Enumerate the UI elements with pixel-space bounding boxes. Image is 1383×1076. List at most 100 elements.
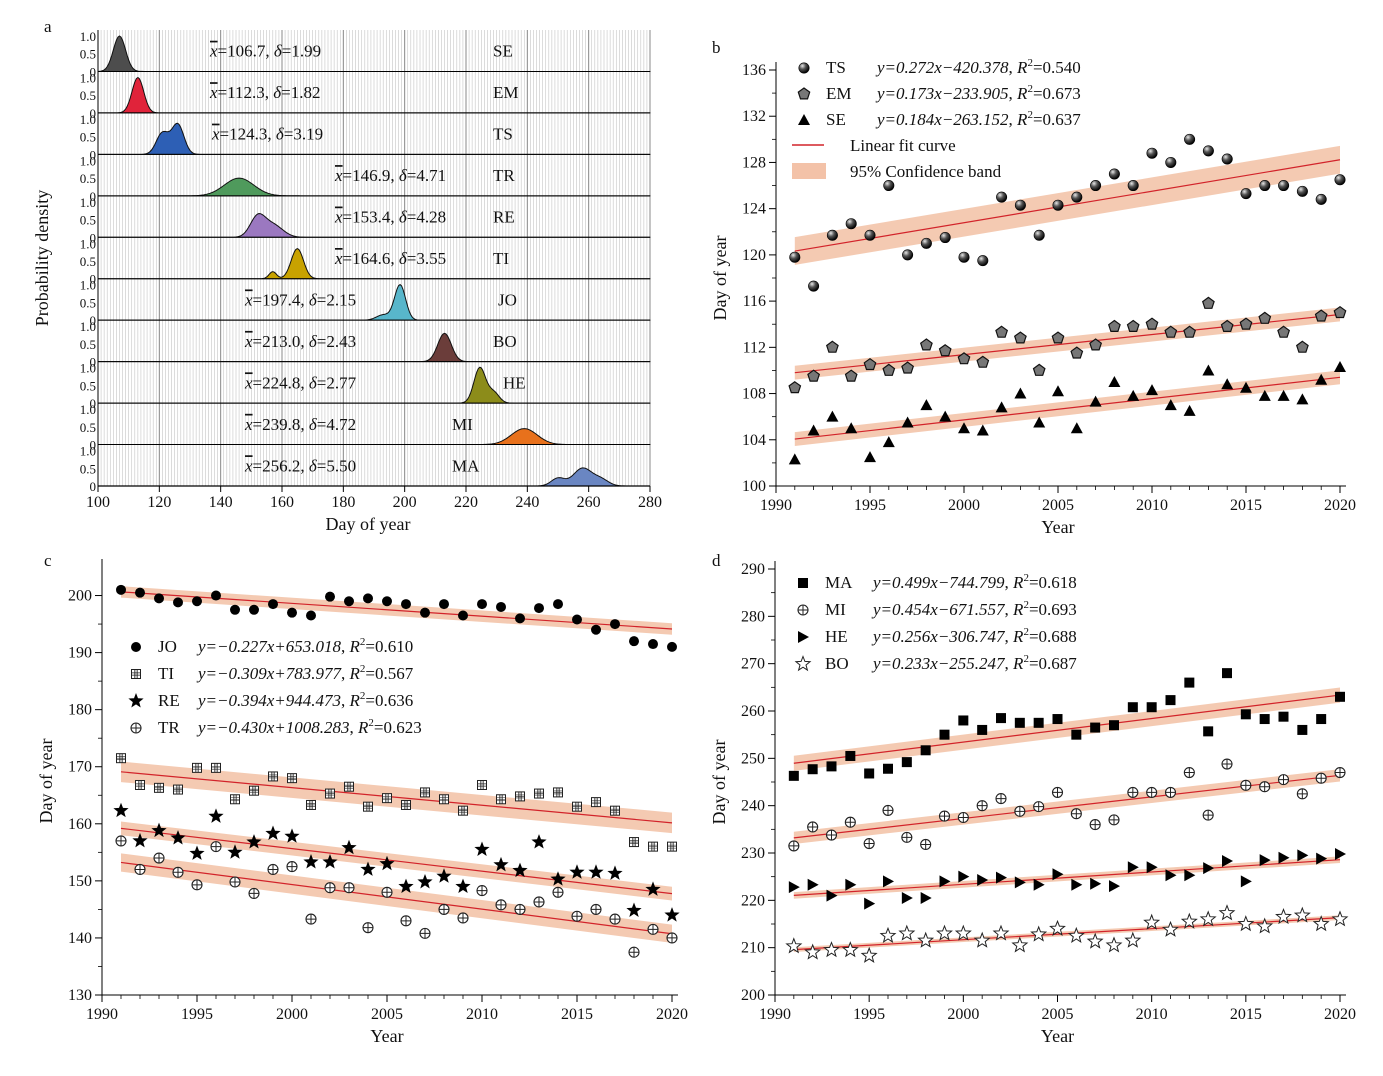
legend-equation-MI: y=0.454x−671.557, R2=0.693 [871, 599, 1077, 619]
point-EM [1333, 305, 1347, 319]
point-BO [1256, 917, 1274, 934]
point-RE [227, 844, 243, 859]
point-SE [1164, 399, 1177, 411]
sd-symbol: δ [399, 166, 408, 185]
sd-symbol: δ [309, 373, 318, 392]
point-JO [572, 614, 582, 625]
point-EM [1314, 309, 1328, 322]
point-JO [515, 613, 525, 624]
point-RE [512, 862, 528, 878]
panel-a: a1.00.50x=106.7, δ=1.99 SE1.00.50x=112.3,… [32, 17, 662, 534]
point-SE [939, 410, 952, 422]
y-tick-label: 200 [68, 588, 92, 605]
point-SE [995, 401, 1008, 413]
point-TS [939, 232, 951, 244]
point-RE [303, 854, 319, 869]
mean-value: =106.7, [218, 42, 274, 61]
point-JO [230, 604, 240, 615]
sd-value: =5.50 [317, 456, 356, 475]
row-y-tick-label: 1.0 [80, 278, 96, 293]
x-tick-label: 1995 [181, 1006, 213, 1023]
point-MI [1315, 772, 1327, 784]
point-MA [1259, 714, 1270, 725]
point-HE [1109, 880, 1120, 893]
x-tick-label: 280 [638, 494, 662, 511]
series-label-TS: TS [493, 125, 513, 144]
equation-text: y=0.272x−420.378 [875, 58, 1009, 77]
series-label-HE: HE [503, 373, 526, 392]
mean-symbol: x [334, 208, 343, 227]
point-RE [455, 878, 471, 893]
stats-BO: x=213.0, δ=2.43 [244, 332, 356, 351]
row-y-tick-label: 1.0 [80, 236, 96, 251]
point-SE [788, 453, 801, 465]
r2-value: =0.618 [1029, 573, 1077, 592]
x-tick-label: 1990 [760, 497, 792, 514]
point-EM [901, 361, 915, 374]
sd-value: =1.99 [282, 42, 321, 61]
point-TS [958, 251, 970, 263]
r2-value: =0.688 [1029, 627, 1077, 646]
r2-sup: 2 [1023, 599, 1029, 611]
point-MI [1183, 766, 1195, 779]
point-MA [1316, 714, 1327, 725]
legend-equation-MA: y=0.499x−744.799, R2=0.618 [871, 572, 1077, 592]
point-RE [113, 802, 129, 818]
equation-sep: , [341, 691, 350, 710]
row-y-tick-label: 1.0 [80, 402, 96, 417]
point-TS [883, 180, 895, 192]
point-HE [920, 891, 932, 904]
row-y-tick-label: 0 [90, 106, 97, 121]
row-y-tick-label: 0 [90, 313, 97, 328]
point-TR [495, 899, 507, 911]
point-TI [534, 788, 544, 799]
mean-symbol: x [209, 42, 218, 61]
series-label-BO: BO [493, 332, 517, 351]
legend-marker-MA [798, 578, 808, 588]
point-MA [1278, 711, 1289, 722]
r2-value: =0.567 [365, 664, 413, 683]
y-axis-label: Probability density [32, 190, 52, 327]
point-MI [1240, 779, 1252, 791]
point-TI [268, 771, 278, 782]
legend-equation-RE: y=−0.394x+944.473, R2=0.636 [196, 690, 413, 710]
point-RE [436, 868, 452, 883]
point-MA [864, 768, 875, 779]
point-TR [552, 886, 564, 898]
legend-marker-SE [798, 114, 810, 125]
point-SE [882, 436, 895, 448]
point-MI [882, 804, 894, 816]
point-TS [1221, 153, 1233, 165]
point-BO [1049, 919, 1066, 936]
mean-symbol: x [334, 166, 343, 185]
point-TR [343, 882, 355, 894]
row-y-tick-label: 0.5 [80, 254, 96, 269]
point-TR [362, 922, 374, 934]
point-TI [553, 787, 563, 798]
equation-text: y=−0.227x+653.018 [196, 637, 342, 656]
point-TS [826, 229, 838, 241]
point-MA [1014, 717, 1025, 728]
point-RE [569, 864, 585, 879]
mean-value: =256.2, [253, 456, 309, 475]
point-TI [401, 799, 411, 810]
point-MI [1051, 786, 1064, 798]
series-label-JO: JO [498, 290, 517, 309]
point-SE [1070, 422, 1083, 434]
point-HE [1165, 869, 1177, 882]
legend-marker-TR [130, 722, 142, 734]
point-EM [995, 325, 1009, 338]
sd-symbol: δ [309, 456, 318, 475]
point-MA [788, 770, 799, 781]
point-MI [863, 837, 875, 850]
point-TR [514, 903, 526, 915]
equation-sep: , [341, 637, 350, 656]
point-MI [1296, 788, 1308, 800]
point-MA [901, 757, 912, 768]
point-BO [917, 931, 935, 948]
x-tick-label: 1995 [854, 497, 886, 514]
stats-RE: x=153.4, δ=4.28 [334, 208, 446, 227]
point-SE [1202, 364, 1215, 376]
point-JO [116, 584, 126, 595]
